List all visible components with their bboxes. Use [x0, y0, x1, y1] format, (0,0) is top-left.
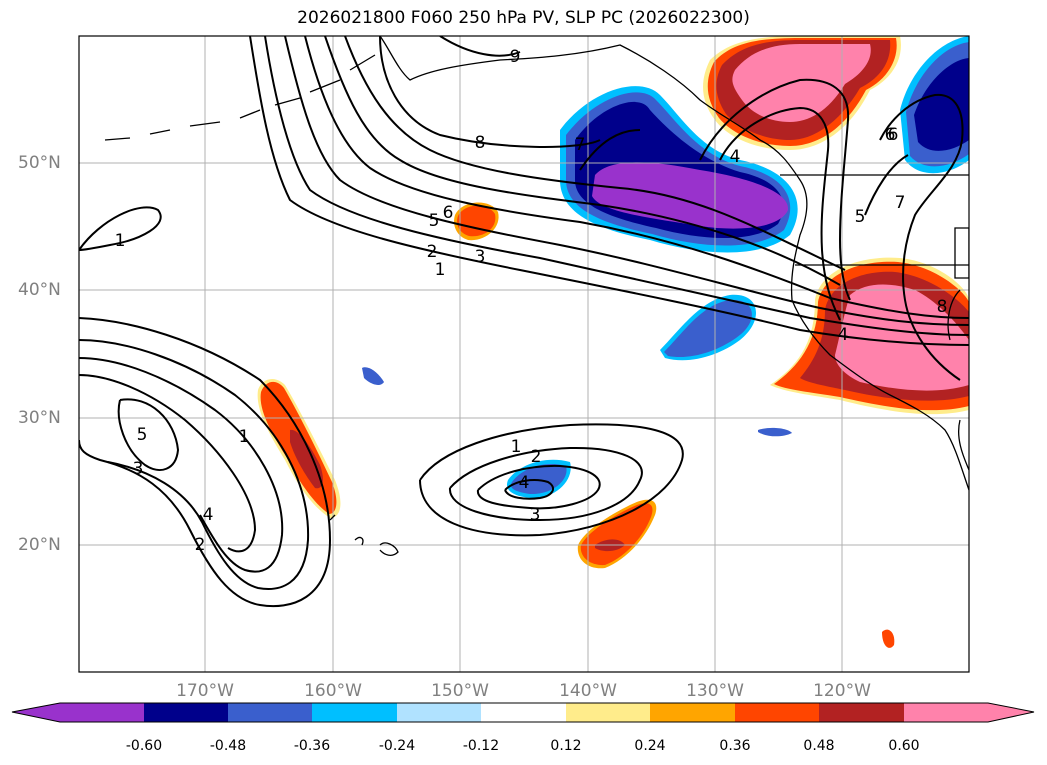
- contour-label: 8: [475, 133, 486, 153]
- pv-negative-region-north: [560, 86, 798, 253]
- map-panel: 9 8 7 6 5 6 3 2 1 1 5 3 4 2 1 1 2 4 3 4 …: [78, 35, 970, 673]
- contour-label: 7: [895, 193, 906, 213]
- lon-label-120w: 120°W: [813, 681, 871, 701]
- map-title: 2026021800 F060 250 hPa PV, SLP PC (2026…: [297, 8, 750, 28]
- contour-label: 6: [443, 203, 454, 223]
- slp-contours: [79, 36, 969, 608]
- contour-label: 1: [435, 260, 446, 280]
- contour-label: 3: [475, 247, 486, 267]
- colorbar-segment: [819, 703, 904, 722]
- lat-label-40n: 40°N: [18, 280, 61, 300]
- contour-label: 5: [429, 211, 440, 231]
- colorbar-segment: [481, 703, 566, 722]
- contour-label: 4: [203, 505, 214, 525]
- contour-label: 4: [730, 147, 741, 167]
- lon-label-170w: 170°W: [176, 681, 234, 701]
- colorbar-tick: -0.48: [209, 738, 247, 754]
- colorbar-segment: [650, 703, 735, 722]
- lon-label-160w: 160°W: [304, 681, 362, 701]
- pv-negative-region-central: [660, 294, 757, 361]
- contour-label: 1: [239, 427, 250, 447]
- colorbar-segment: [12, 703, 144, 722]
- lon-label-150w: 150°W: [431, 681, 489, 701]
- contour-label: 9: [510, 47, 521, 67]
- contour-label: 2: [195, 535, 206, 555]
- colorbar-segment: [566, 703, 650, 722]
- colorbar-tick: 0.36: [719, 738, 751, 754]
- colorbar-tick: -0.36: [293, 738, 331, 754]
- contour-label: 1: [511, 437, 522, 457]
- colorbar-segment: [144, 703, 228, 722]
- colorbar-segment: [735, 703, 819, 722]
- contour-label: 3: [530, 505, 541, 525]
- colorbar-tick: -0.12: [462, 738, 500, 754]
- colorbar-segment: [312, 703, 397, 722]
- colorbar-segment: [228, 703, 312, 722]
- contour-label: 5: [137, 425, 148, 445]
- colorbar-segment: [397, 703, 481, 722]
- lat-label-30n: 30°N: [18, 408, 61, 428]
- pv-positive-region-north: [703, 36, 901, 150]
- colorbar-segment: [904, 703, 1034, 722]
- lat-lon-grid: [79, 36, 969, 672]
- colorbar-tick: 0.12: [550, 738, 582, 754]
- contour-label: 3: [133, 459, 144, 479]
- contour-label: 4: [838, 325, 849, 345]
- colorbar-tick: -0.24: [378, 738, 416, 754]
- lon-label-130w: 130°W: [686, 681, 744, 701]
- contour-label: 4: [519, 473, 530, 493]
- colorbar-outline: [11, 702, 1035, 723]
- coastline: [104, 36, 969, 556]
- contour-label: 2: [427, 242, 438, 262]
- pv-positive-region-east: [770, 257, 969, 415]
- contour-label: 7: [575, 135, 586, 155]
- lon-label-140w: 140°W: [559, 681, 617, 701]
- colorbar-tick: -0.60: [125, 738, 163, 754]
- contour-label: 5: [855, 207, 866, 227]
- contour-label: 1: [115, 231, 126, 251]
- contour-label: 6: [888, 125, 899, 145]
- pv-negative-region-south: [362, 367, 792, 499]
- contour-label: 2: [531, 447, 542, 467]
- map-frame: [78, 35, 970, 673]
- pv-negative-region-northeast: [900, 36, 969, 174]
- contour-label: 8: [937, 297, 948, 317]
- pv-positive-region-south: [577, 499, 895, 648]
- contour-labels: 9 8 7 6 5 6 3 2 1 1 5 3 4 2 1 1 2 4 3 4 …: [115, 47, 948, 555]
- colorbar-tick: 0.48: [803, 738, 835, 754]
- colorbar-tick: 0.60: [888, 738, 920, 754]
- colorbar-tick: 0.24: [634, 738, 666, 754]
- colorbar: [11, 702, 1035, 723]
- contour-label: 6: [885, 125, 896, 145]
- lat-label-20n: 20°N: [18, 535, 61, 555]
- pv-positive-region-west: [257, 378, 341, 518]
- lat-label-50n: 50°N: [18, 153, 61, 173]
